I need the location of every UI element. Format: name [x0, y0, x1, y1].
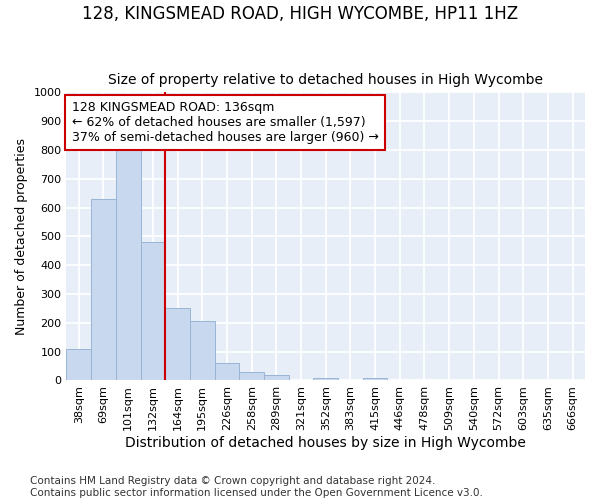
Title: Size of property relative to detached houses in High Wycombe: Size of property relative to detached ho…: [108, 73, 543, 87]
Bar: [67, 349, 91, 380]
Bar: [239, 372, 264, 380]
Bar: [215, 363, 239, 380]
Bar: [165, 308, 190, 380]
Bar: [264, 376, 289, 380]
Bar: [116, 148, 140, 380]
Bar: [313, 378, 338, 380]
Bar: [91, 199, 116, 380]
Y-axis label: Number of detached properties: Number of detached properties: [15, 138, 28, 335]
X-axis label: Distribution of detached houses by size in High Wycombe: Distribution of detached houses by size …: [125, 436, 526, 450]
Bar: [363, 378, 388, 380]
Text: 128 KINGSMEAD ROAD: 136sqm
← 62% of detached houses are smaller (1,597)
37% of s: 128 KINGSMEAD ROAD: 136sqm ← 62% of deta…: [71, 101, 379, 144]
Bar: [190, 322, 215, 380]
Bar: [140, 242, 165, 380]
Text: 128, KINGSMEAD ROAD, HIGH WYCOMBE, HP11 1HZ: 128, KINGSMEAD ROAD, HIGH WYCOMBE, HP11 …: [82, 5, 518, 23]
Text: Contains HM Land Registry data © Crown copyright and database right 2024.
Contai: Contains HM Land Registry data © Crown c…: [30, 476, 483, 498]
